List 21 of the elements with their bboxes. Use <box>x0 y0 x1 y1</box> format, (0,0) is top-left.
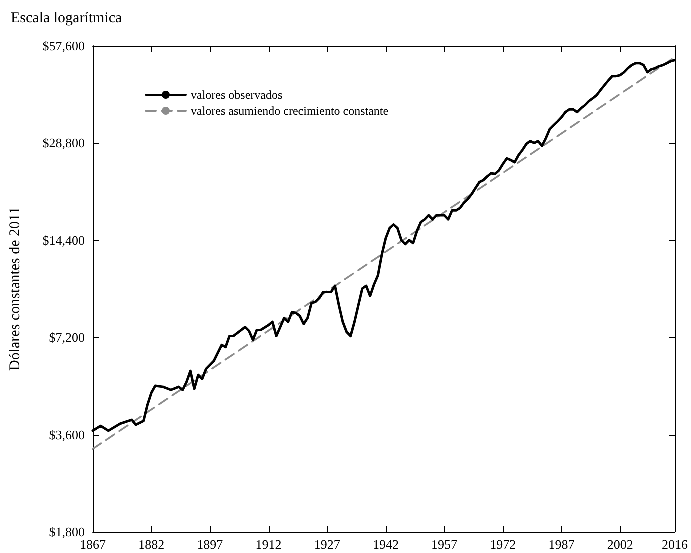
x-tick-label: 1897 <box>197 537 224 552</box>
x-tick-label: 2002 <box>607 537 634 552</box>
x-tick-label: 1882 <box>138 537 165 552</box>
y-tick-label: $14,400 <box>42 232 85 248</box>
y-tick-label: $1,800 <box>49 524 85 540</box>
x-tick-label: 1912 <box>256 537 282 552</box>
x-tick-label: 1972 <box>490 537 516 552</box>
x-tick-label: 1942 <box>372 537 399 552</box>
chart-title: Escala logarítmica <box>11 10 123 26</box>
y-axis-title: Dólares constantes de 2011 <box>8 207 24 371</box>
x-tick-label: 1867 <box>80 537 106 552</box>
x-tick-label: 1987 <box>548 537 576 552</box>
x-tick-label: 1927 <box>314 537 341 552</box>
y-tick-label: $57,600 <box>42 38 85 54</box>
y-tick-label: $28,800 <box>42 136 85 151</box>
x-tick-label: 2016 <box>662 537 688 552</box>
legend-label: valores asumiendo crecimiento constante <box>191 104 389 118</box>
x-tick-label: 1957 <box>432 537 458 552</box>
y-tick-label: $7,200 <box>49 330 85 346</box>
legend-label: valores observados <box>191 88 283 102</box>
y-tick-label: $3,600 <box>49 427 85 442</box>
